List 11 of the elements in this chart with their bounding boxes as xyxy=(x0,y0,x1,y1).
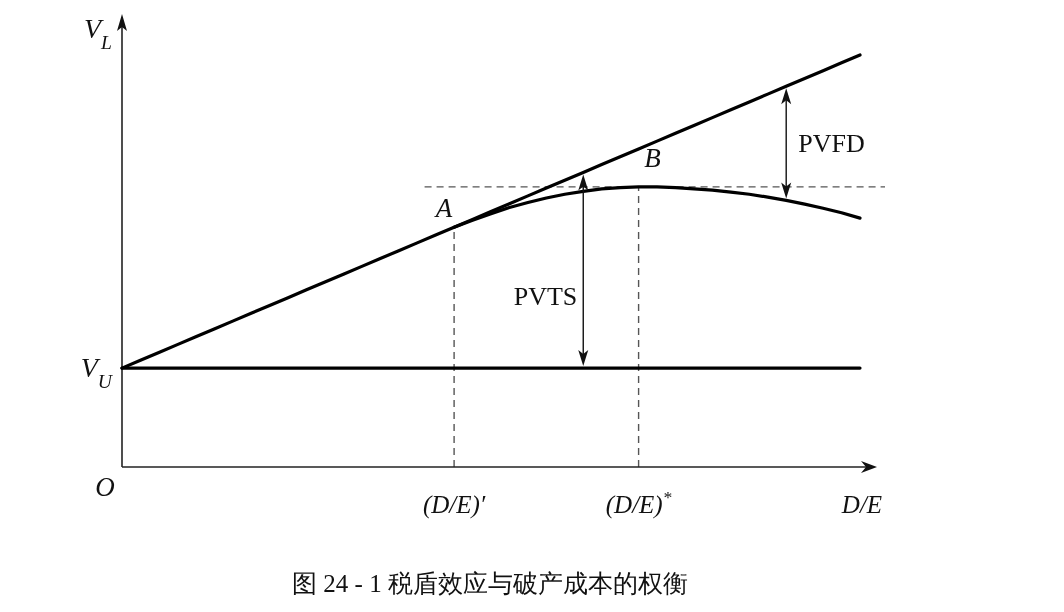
x-axis-title: D/E xyxy=(840,491,883,518)
annotation: PVFD xyxy=(798,129,865,159)
text: O xyxy=(95,472,115,502)
y-axis-title: V$_{L}$ xyxy=(83,13,112,53)
annotation: A xyxy=(433,193,453,224)
series-label: V$_{U}$ xyxy=(80,352,114,392)
annotation: PVTS xyxy=(513,282,578,312)
annotation: B xyxy=(644,142,661,173)
x-tick-label: (D/E)$^{*}$ xyxy=(605,487,672,519)
x-tick-label: (D/E)′ xyxy=(422,491,486,519)
text: 图 24 - 1 税盾效应与破产成本的权衡 xyxy=(292,570,688,597)
